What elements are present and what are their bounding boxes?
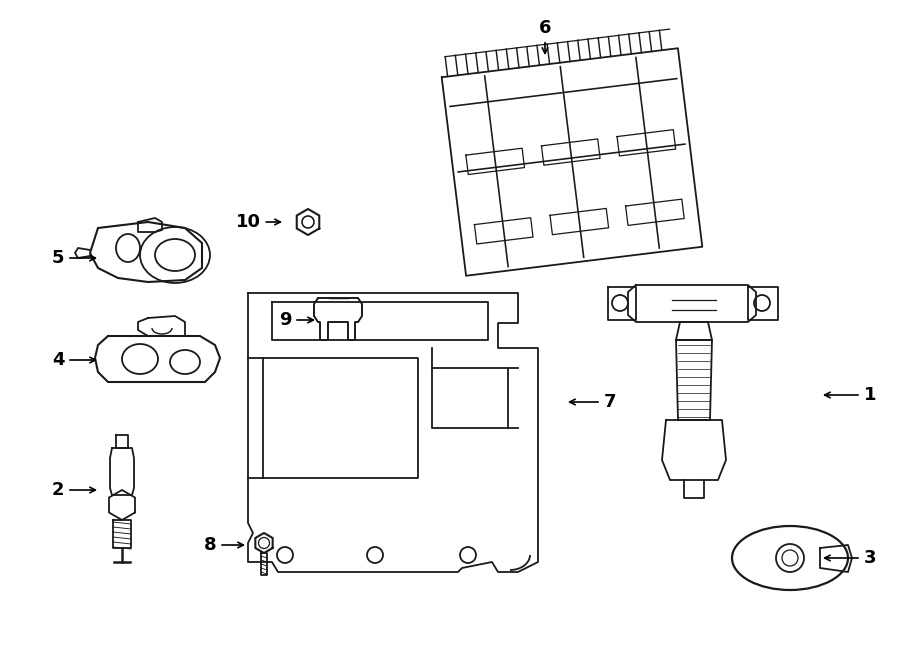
Text: 7: 7 xyxy=(570,393,617,411)
Text: 4: 4 xyxy=(52,351,95,369)
Text: 9: 9 xyxy=(279,311,313,329)
Text: 8: 8 xyxy=(203,536,243,554)
Text: 10: 10 xyxy=(236,213,281,231)
Text: 6: 6 xyxy=(539,19,551,54)
Text: 5: 5 xyxy=(52,249,95,267)
Text: 1: 1 xyxy=(824,386,877,404)
Text: 3: 3 xyxy=(824,549,877,567)
Text: 2: 2 xyxy=(52,481,95,499)
